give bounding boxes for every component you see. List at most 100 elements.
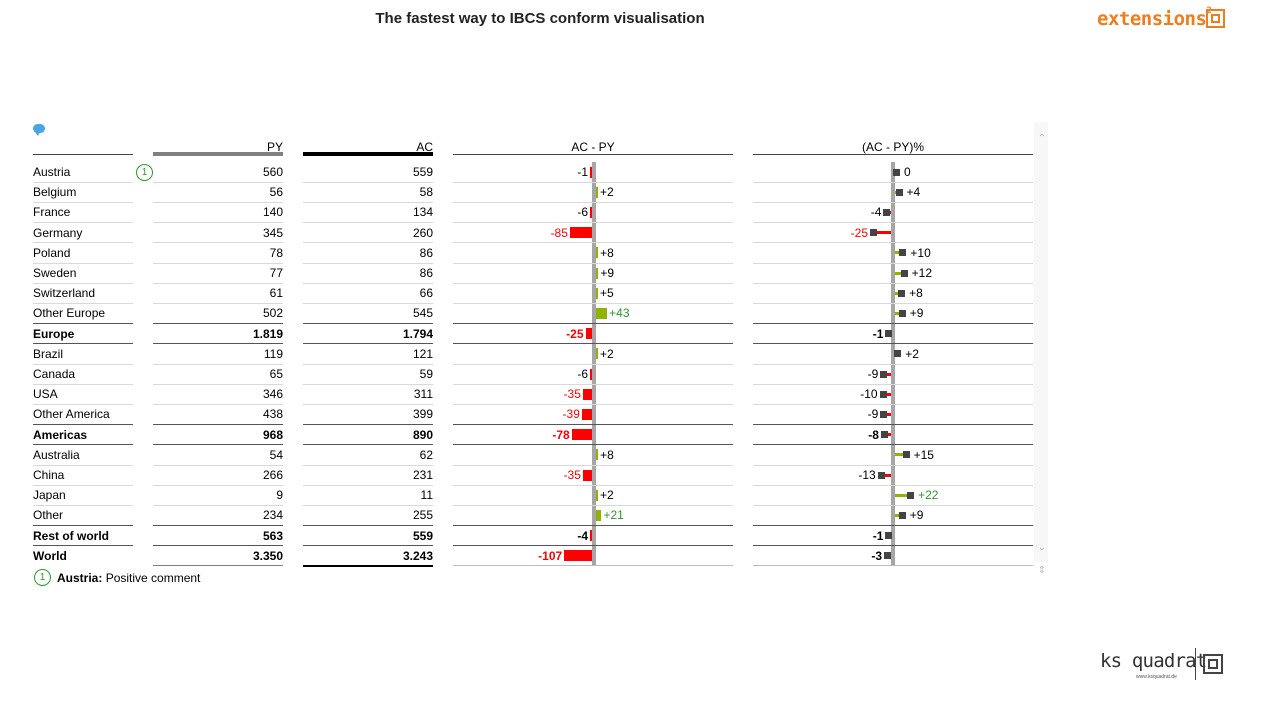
row-separator	[453, 282, 733, 284]
row-separator	[753, 302, 1033, 304]
row-separator	[153, 222, 283, 224]
row-separator	[303, 201, 433, 203]
pct-label: -10	[860, 387, 878, 402]
pct-pin	[885, 412, 891, 416]
page-title: The fastest way to IBCS conform visualis…	[375, 10, 705, 27]
row-separator	[33, 323, 133, 325]
row-separator	[33, 343, 133, 345]
row-separator	[753, 222, 1033, 224]
row-separator	[453, 323, 733, 325]
row-separator	[153, 282, 283, 284]
delta-bar	[590, 368, 592, 380]
delta-bar	[590, 530, 592, 542]
row-separator	[153, 262, 283, 264]
scroll-up-icon[interactable]: ⌃	[1037, 133, 1047, 144]
row-label: Sweden	[33, 266, 77, 280]
ac-value: 11	[420, 488, 433, 503]
row-separator	[153, 504, 283, 506]
row-label: Other	[33, 508, 64, 523]
delta-bar	[596, 489, 598, 501]
row-separator	[753, 242, 1033, 244]
ac-value: 86	[419, 245, 433, 260]
row-separator	[453, 484, 733, 486]
pct-label: -3	[871, 548, 883, 563]
ac-value: 231	[412, 468, 433, 482]
delta-label: -6	[577, 205, 588, 220]
row-separator	[153, 525, 283, 527]
delta-bar	[590, 166, 592, 178]
scrollbar[interactable]	[1034, 122, 1048, 562]
py-header-bar	[153, 152, 283, 156]
pct-label: -8	[868, 427, 879, 442]
row-separator	[153, 201, 283, 203]
row-label: Australia	[33, 447, 80, 462]
row-separator	[303, 181, 433, 183]
row-separator	[303, 302, 433, 304]
ac-value: 66	[419, 286, 433, 301]
row-separator	[153, 383, 283, 385]
delta-label: -6	[577, 367, 588, 381]
ac-header-bar	[303, 152, 433, 156]
ks-quadrat-url: www.ksquadrat.de	[1136, 674, 1177, 680]
footnote-country: Austria:	[57, 571, 103, 585]
footnote-scroll-icon[interactable]: ⇕	[1037, 565, 1047, 576]
pct-pin-head	[880, 431, 888, 439]
py-value: 140	[262, 205, 283, 220]
row-separator	[153, 363, 283, 365]
row-separator	[303, 323, 433, 325]
row-separator	[453, 403, 733, 405]
row-label: World	[33, 548, 67, 563]
ac-value: 255	[412, 508, 433, 523]
row-separator	[753, 403, 1033, 405]
delta-bar	[596, 449, 599, 461]
row-separator	[303, 383, 433, 385]
comment-icon[interactable]	[33, 124, 45, 136]
ac-value: 559	[412, 528, 433, 543]
extensions-logo-text: extensions	[1097, 8, 1207, 30]
row-separator	[753, 525, 1033, 527]
row-separator	[303, 242, 433, 244]
pct-label: -13	[858, 468, 876, 482]
row-separator	[453, 363, 733, 365]
row-separator	[753, 484, 1033, 486]
footnote-marker: 1	[34, 569, 51, 586]
pct-pin-head	[885, 532, 893, 540]
delta-label: -35	[563, 387, 581, 402]
comment-marker[interactable]: 1	[136, 164, 153, 181]
ac-value: 86	[419, 266, 433, 280]
pct-label: 0	[904, 165, 911, 179]
scroll-down-icon[interactable]: ⌄	[1037, 542, 1047, 553]
row-separator	[33, 242, 133, 244]
pct-label: +8	[909, 286, 923, 301]
py-value: 1.819	[252, 326, 283, 341]
row-separator	[303, 504, 433, 506]
ks-quadrat-icon	[1203, 654, 1223, 674]
row-separator	[453, 545, 733, 547]
py-value: 234	[262, 508, 283, 523]
row-separator	[753, 363, 1033, 365]
row-label: Germany	[33, 225, 83, 240]
ks-quadrat-logo: ks quadrat	[1100, 650, 1207, 672]
delta-bar	[596, 267, 599, 279]
pct-pin-head	[893, 168, 900, 176]
row-separator	[453, 383, 733, 385]
delta-label: +2	[600, 488, 614, 503]
ac-value: 134	[412, 205, 433, 220]
ks-quadrat-divider	[1195, 648, 1196, 680]
row-separator	[453, 242, 733, 244]
row-separator	[153, 181, 283, 183]
row-separator	[753, 504, 1033, 506]
row-separator	[33, 444, 133, 446]
delta-label: -107	[538, 548, 563, 563]
ac-value: 121	[412, 346, 433, 361]
delta-label: +9	[600, 266, 615, 280]
row-separator	[453, 181, 733, 183]
delta-label: -35	[563, 468, 581, 482]
pct-pin	[882, 473, 891, 477]
row-separator	[153, 323, 283, 325]
row-separator	[153, 484, 283, 486]
pct-pin-head	[880, 370, 888, 378]
row-separator	[33, 262, 133, 264]
delta-bar	[596, 509, 602, 521]
pct-pin-head	[883, 208, 891, 216]
